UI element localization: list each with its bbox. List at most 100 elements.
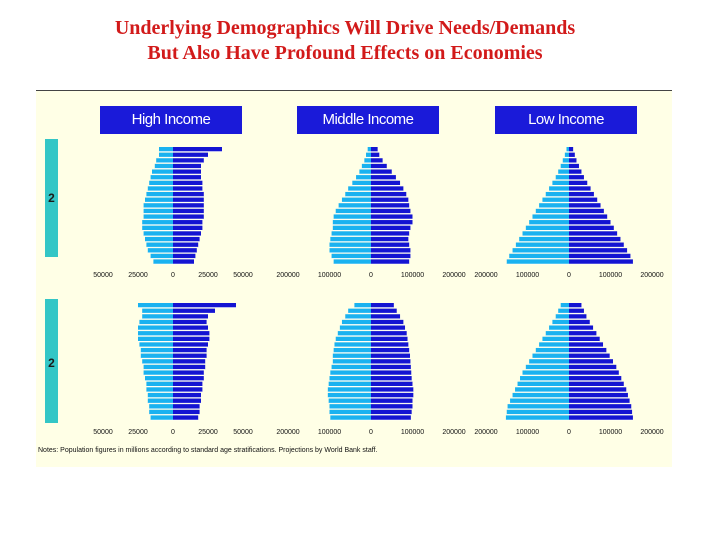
tick-label-4-1: 100000 (318, 429, 341, 436)
chart-panel: High Income Middle Income Low Income 2 2… (36, 90, 672, 467)
male-bar-1-10 (338, 203, 371, 208)
male-bar-0-4 (152, 169, 173, 175)
male-bar-5-11 (525, 364, 569, 370)
tick-label-5-2: 0 (567, 429, 571, 436)
male-bar-1-8 (345, 191, 371, 197)
male-bar-0-12 (143, 214, 173, 220)
female-bar-0-16 (173, 236, 200, 242)
female-bar-3-15 (173, 387, 203, 392)
male-bar-4-5 (337, 331, 371, 336)
female-bar-5-12 (569, 370, 619, 376)
female-bar-5-7 (569, 342, 604, 347)
male-bar-5-20 (505, 415, 569, 420)
male-bar-4-4 (339, 325, 371, 331)
header-low-income: Low Income (495, 106, 637, 134)
male-bar-3-13 (145, 376, 173, 381)
female-bar-5-18 (569, 404, 632, 409)
female-bar-2-19 (569, 253, 631, 259)
tick-label-0-0: 50000 (93, 272, 113, 279)
male-bar-2-20 (506, 259, 569, 264)
female-bar-2-1 (569, 152, 575, 158)
female-bar-0-8 (173, 191, 204, 197)
male-bar-1-5 (356, 175, 371, 180)
male-bar-5-4 (549, 325, 569, 331)
tick-label-3-0: 50000 (93, 429, 113, 436)
female-bar-4-0 (371, 303, 394, 308)
male-bar-2-12 (532, 214, 569, 220)
female-bar-5-10 (569, 359, 613, 364)
male-bar-5-17 (510, 398, 569, 404)
male-bar-1-3 (361, 163, 371, 169)
row-1-year-label: 2 (48, 191, 55, 205)
female-bar-1-16 (371, 236, 409, 242)
female-bar-2-15 (569, 231, 618, 236)
male-bar-3-18 (149, 404, 173, 409)
male-bar-0-5 (150, 175, 173, 180)
female-bar-3-14 (173, 381, 203, 387)
female-bar-4-6 (371, 336, 408, 342)
male-bar-3-15 (146, 387, 173, 392)
female-bar-3-4 (173, 325, 208, 331)
male-bar-3-17 (147, 398, 173, 404)
male-bar-4-10 (332, 359, 371, 364)
female-bar-1-10 (371, 203, 410, 208)
male-bar-4-19 (329, 409, 371, 415)
male-bar-0-20 (153, 259, 173, 264)
male-bar-5-18 (507, 404, 569, 409)
female-bar-5-20 (569, 415, 633, 420)
male-bar-4-13 (329, 376, 371, 381)
tick-label-4-3: 100000 (401, 429, 424, 436)
male-bar-3-7 (139, 342, 173, 347)
male-bar-1-18 (329, 248, 371, 253)
male-bar-5-12 (522, 370, 569, 376)
female-bar-4-12 (371, 370, 412, 376)
female-bar-4-2 (371, 314, 401, 319)
female-bar-3-19 (173, 409, 200, 415)
male-bar-2-7 (549, 186, 569, 191)
male-bar-1-16 (330, 236, 371, 242)
male-bar-3-12 (143, 370, 173, 376)
female-bar-0-14 (173, 225, 203, 231)
tick-label-5-1: 100000 (516, 429, 539, 436)
male-bar-4-8 (333, 347, 371, 353)
tick-label-4-0: 200000 (276, 429, 299, 436)
tick-label-1-3: 100000 (401, 272, 424, 279)
female-bar-0-12 (173, 214, 204, 220)
male-bar-0-1 (159, 152, 173, 158)
male-bar-2-5 (555, 175, 569, 180)
female-bar-5-9 (569, 353, 610, 359)
male-bar-4-16 (327, 392, 371, 398)
female-bar-4-17 (371, 398, 413, 404)
male-bar-3-10 (142, 359, 173, 364)
female-bar-5-13 (569, 376, 622, 381)
male-bar-4-3 (341, 319, 371, 325)
female-bar-3-5 (173, 331, 210, 336)
male-bar-4-15 (327, 387, 371, 392)
male-bar-3-4 (138, 325, 173, 331)
male-bar-1-9 (341, 197, 371, 203)
male-bar-3-0 (138, 303, 173, 308)
female-bar-4-11 (371, 364, 411, 370)
female-bar-2-0 (569, 147, 574, 152)
female-bar-3-16 (173, 392, 201, 398)
female-bar-3-9 (173, 353, 207, 359)
male-bar-1-2 (364, 158, 371, 163)
male-bar-1-12 (333, 214, 371, 220)
female-bar-5-4 (569, 325, 594, 331)
female-bar-4-8 (371, 347, 410, 353)
tick-label-2-0: 200000 (474, 272, 497, 279)
female-bar-4-1 (371, 308, 397, 314)
female-bar-3-7 (173, 342, 208, 347)
female-bar-0-2 (173, 158, 204, 163)
female-bar-4-4 (371, 325, 406, 331)
tick-label-0-3: 25000 (198, 272, 218, 279)
female-bar-1-6 (371, 180, 401, 186)
female-bar-1-19 (371, 253, 411, 259)
row-2-year-bar (45, 299, 58, 423)
male-bar-0-11 (143, 208, 173, 214)
tick-label-0-2: 0 (171, 272, 175, 279)
female-bar-0-5 (173, 175, 201, 180)
male-bar-0-14 (142, 225, 173, 231)
male-bar-5-10 (529, 359, 569, 364)
male-bar-2-17 (515, 242, 569, 248)
